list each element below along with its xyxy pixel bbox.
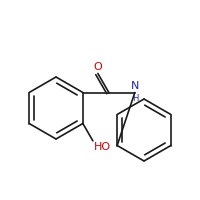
- Text: HO: HO: [94, 142, 111, 152]
- Text: H: H: [132, 94, 138, 103]
- Text: N: N: [131, 81, 139, 91]
- Text: O: O: [93, 62, 102, 72]
